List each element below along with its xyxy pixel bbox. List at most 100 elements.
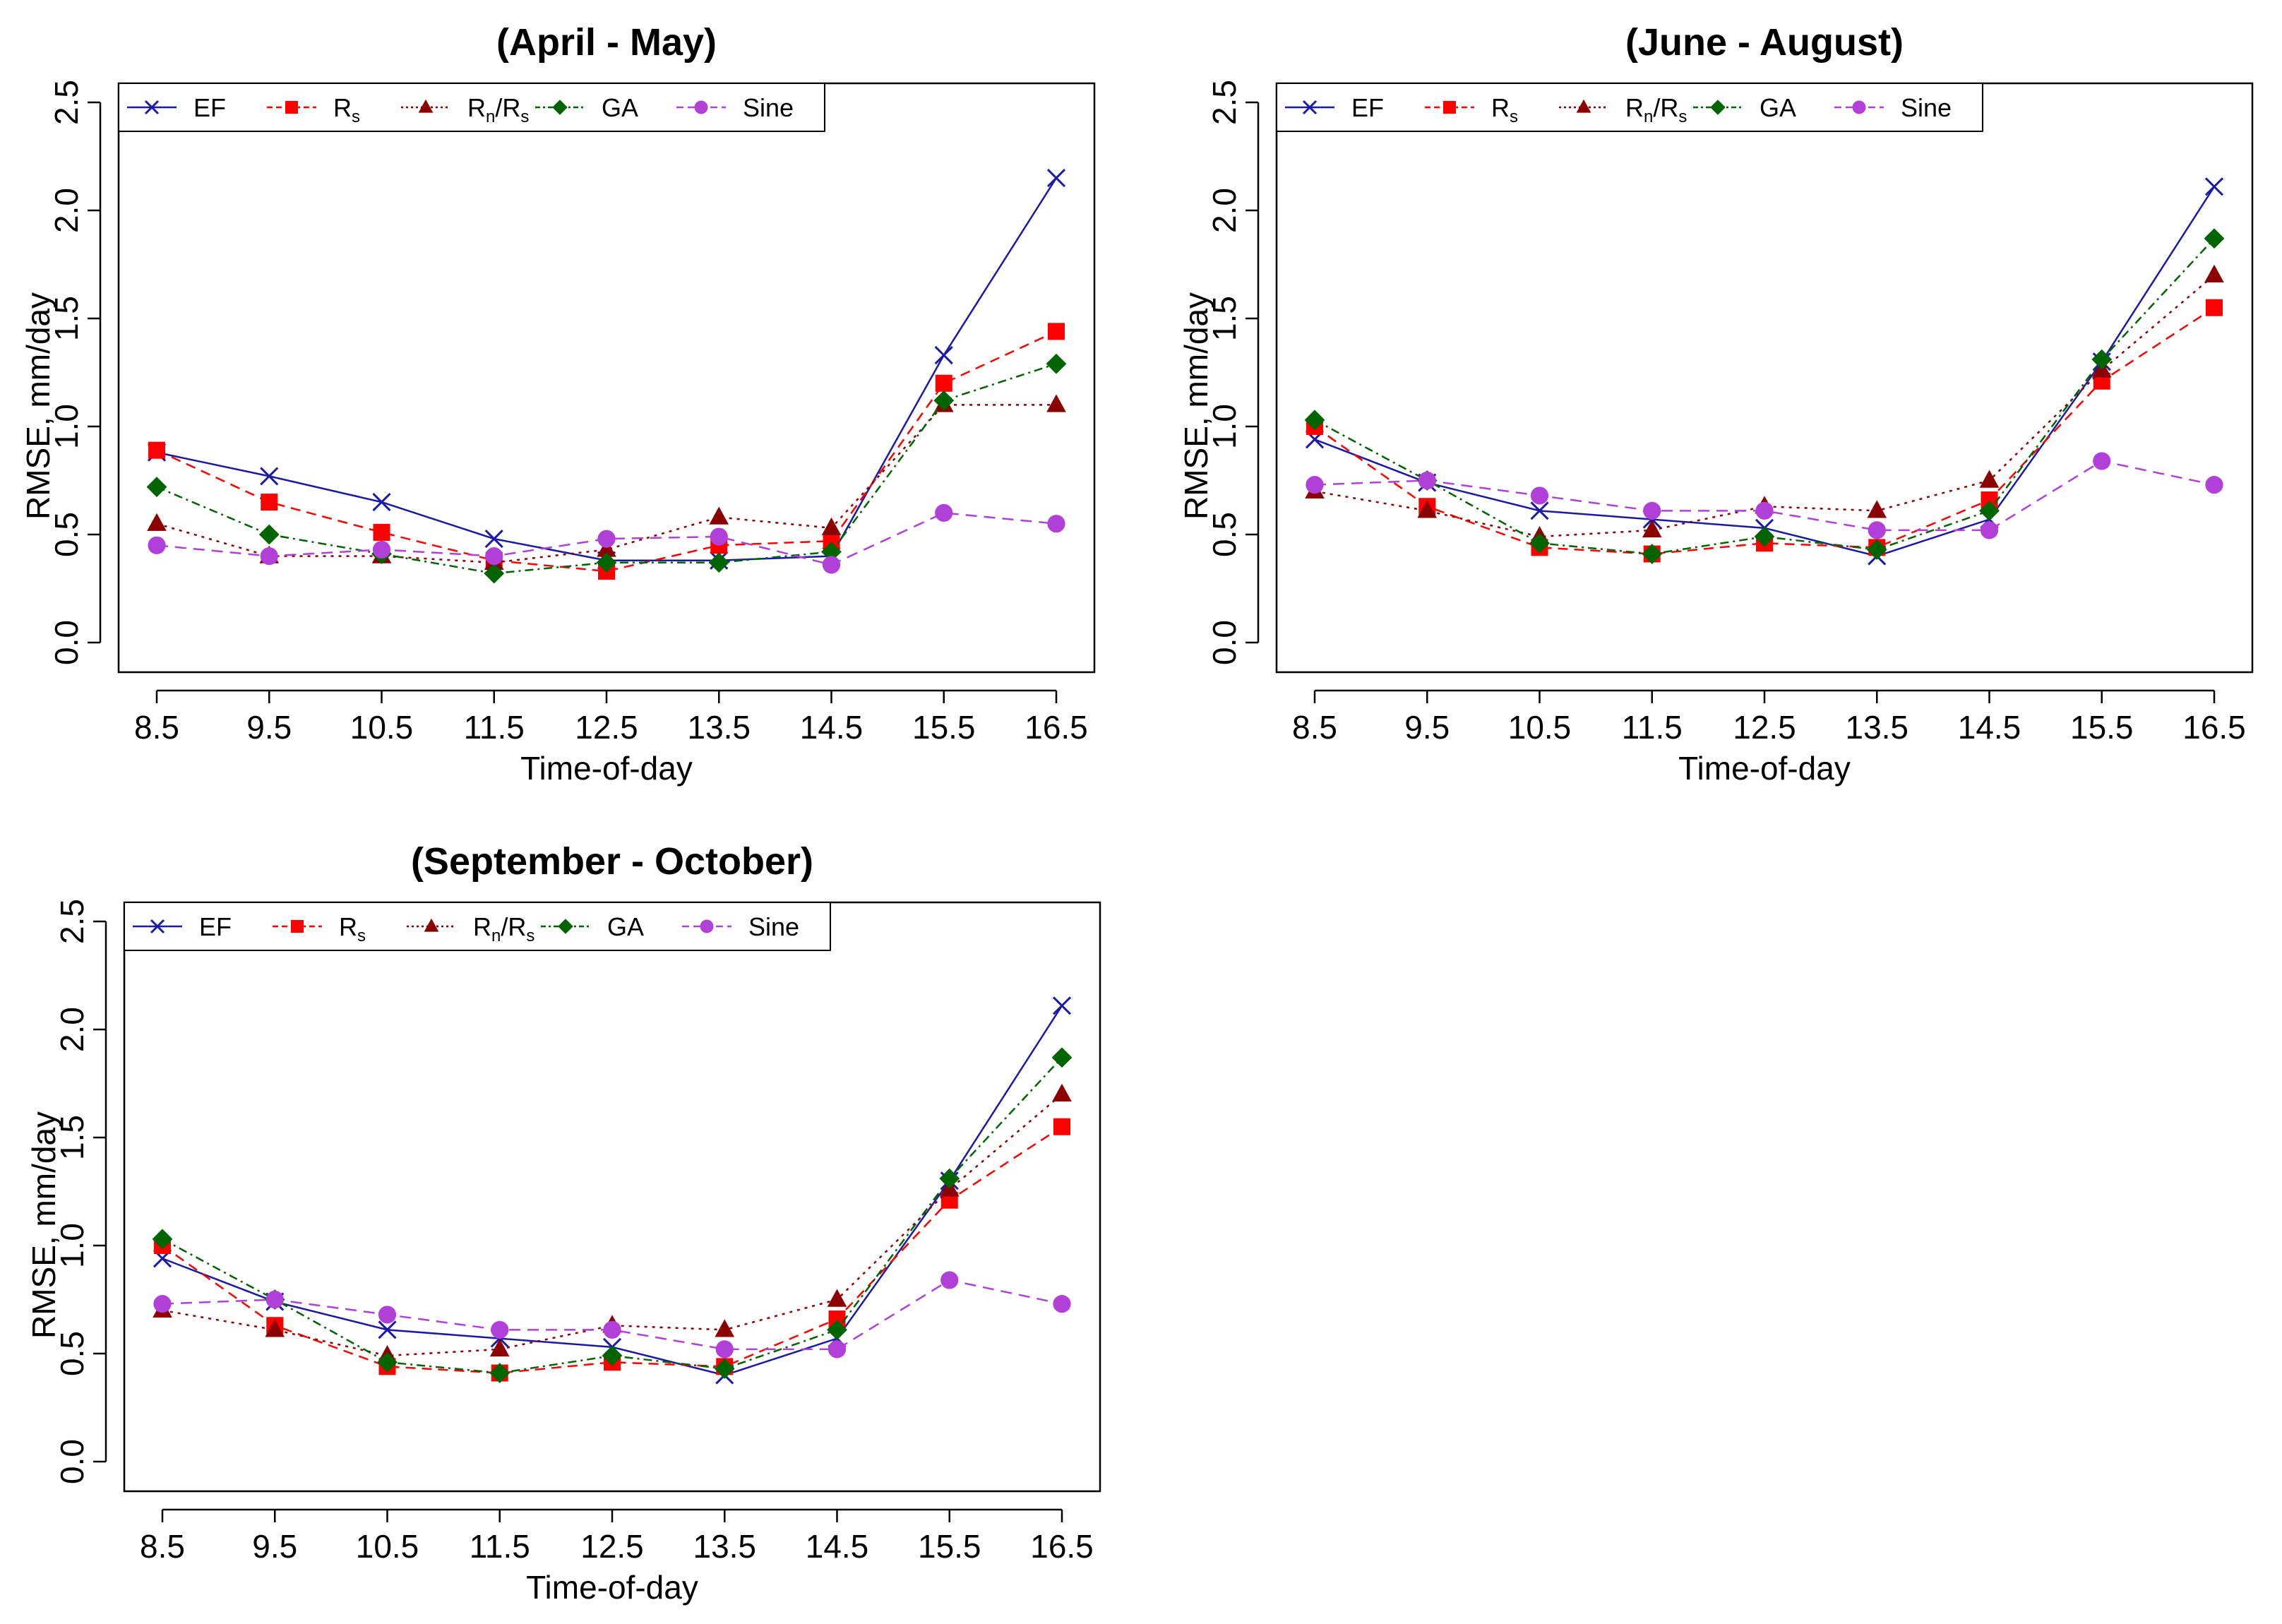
x-tick-label: 9.5 <box>252 1528 297 1565</box>
data-point <box>1643 501 1661 520</box>
legend-marker <box>1576 99 1591 113</box>
legend-ratio-b-sub: s <box>520 107 529 126</box>
data-point <box>377 1351 398 1373</box>
data-point <box>148 441 165 459</box>
legend-rs-main: R <box>339 912 357 941</box>
data-point <box>1304 410 1325 431</box>
data-point <box>147 513 167 531</box>
legend-label-rs: Rs <box>1491 93 1518 126</box>
data-point <box>708 552 729 573</box>
data-point <box>821 517 842 536</box>
legend-rs-main: R <box>333 93 352 122</box>
data-point <box>603 1320 621 1339</box>
legend: EF Rs Rn/Rs GA Sine <box>1276 83 1983 132</box>
data-point <box>484 563 505 584</box>
legend-label-ga: GA <box>602 93 638 122</box>
legend-marker <box>150 919 165 934</box>
series-line <box>156 330 1057 573</box>
chart-svg: (April - May) Time-of-day RMSE, mm/day 8… <box>20 21 1096 787</box>
y-tick-label: 2.0 <box>48 188 85 233</box>
data-point <box>1642 544 1663 564</box>
legend-ratio-sep: /R <box>1653 93 1678 122</box>
x-tick-label: 10.5 <box>356 1528 419 1565</box>
x-tick-label: 12.5 <box>580 1528 644 1565</box>
legend-marker <box>552 100 568 115</box>
data-point <box>1530 486 1549 505</box>
x-tick-label: 16.5 <box>2182 709 2246 746</box>
data-point <box>146 477 167 498</box>
legend-ratio-a: R <box>467 93 486 122</box>
y-tick-label: 0.0 <box>48 620 85 665</box>
x-tick-label: 9.5 <box>1404 709 1450 746</box>
data-point <box>1051 1047 1073 1068</box>
data-point <box>265 1319 285 1337</box>
y-axis-label: RMSE, mm/day <box>20 292 56 520</box>
data-point <box>709 506 729 525</box>
y-tick-label: 1.5 <box>1206 296 1243 341</box>
data-point <box>933 390 955 411</box>
legend-ratio-a: R <box>1625 93 1644 122</box>
x-tick-label: 14.5 <box>800 709 864 746</box>
legend-rs-sub: s <box>357 926 366 945</box>
y-tick-label: 2.0 <box>1206 188 1243 233</box>
legend-marker <box>694 100 708 114</box>
legend: EF Rs Rn/Rs GA Sine <box>118 83 825 132</box>
data-point <box>261 494 278 511</box>
x-tick-label: 12.5 <box>1733 709 1796 746</box>
data-point <box>2206 299 2223 316</box>
legend-label-sine: Sine <box>748 912 799 941</box>
chart-panel-june-august: (June - August) Time-of-day RMSE, mm/day… <box>1158 0 2282 805</box>
data-point <box>935 503 953 523</box>
data-point <box>1052 996 1072 1015</box>
data-point <box>1417 500 1438 518</box>
legend-ratio-sep: /R <box>495 93 520 122</box>
data-point <box>1046 394 1066 412</box>
data-point <box>1047 515 1065 533</box>
data-point <box>1046 169 1066 188</box>
x-tick-label: 11.5 <box>470 1528 530 1565</box>
legend-marker <box>424 918 439 932</box>
data-point <box>1530 501 1549 520</box>
y-tick-label: 1.5 <box>48 296 85 341</box>
data-point <box>1048 323 1065 340</box>
data-point <box>828 1340 847 1359</box>
series-line <box>156 177 1058 561</box>
legend-label-sine: Sine <box>1901 93 1952 122</box>
legend: EF Rs Rn/Rs GA Sine <box>124 902 831 951</box>
legend-ratio-a: R <box>473 912 491 941</box>
legend-marker <box>285 101 298 114</box>
plot-area: 8.5 9.5 10.5 11.5 12.5 13.5 14.5 15.5 16.5 0.0 0.5… <box>1206 80 2254 746</box>
legend-label-ga: GA <box>1760 93 1796 122</box>
y-tick-label: 0.5 <box>1206 512 1243 557</box>
x-tick-label: 12.5 <box>575 709 638 746</box>
legend-ratio-b-sub: s <box>1678 107 1687 126</box>
y-tick-label: 2.5 <box>48 80 85 125</box>
legend-marker <box>144 100 160 115</box>
data-point <box>2091 349 2113 370</box>
data-point <box>1306 476 1324 494</box>
data-point <box>484 530 503 549</box>
y-axis-label: RMSE, mm/day <box>1178 292 1214 520</box>
data-point <box>939 1168 960 1189</box>
data-point <box>1053 1295 1071 1313</box>
data-point <box>940 1271 959 1289</box>
legend-rs-sub: s <box>352 107 360 126</box>
x-tick-label: 16.5 <box>1024 709 1088 746</box>
chart-panel-april-may: (April - May) Time-of-day RMSE, mm/day 8… <box>0 0 1130 805</box>
data-point <box>2205 476 2223 494</box>
data-point <box>489 1338 510 1357</box>
y-tick-label: 0.5 <box>54 1331 90 1376</box>
x-tick-label: 13.5 <box>693 1528 756 1565</box>
x-tick-label: 15.5 <box>912 709 976 746</box>
data-point <box>1754 526 1775 547</box>
y-tick-label: 0.0 <box>1206 620 1243 665</box>
y-tick-label: 2.5 <box>54 899 90 944</box>
data-point <box>258 524 280 545</box>
legend-label-sine: Sine <box>743 93 794 122</box>
x-axis-label: Time-of-day <box>526 1569 698 1606</box>
data-point <box>1868 521 1886 539</box>
legend-label-ga: GA <box>607 912 644 941</box>
x-tick-label: 13.5 <box>1845 709 1908 746</box>
legend-marker <box>558 919 573 934</box>
data-point <box>822 556 841 574</box>
